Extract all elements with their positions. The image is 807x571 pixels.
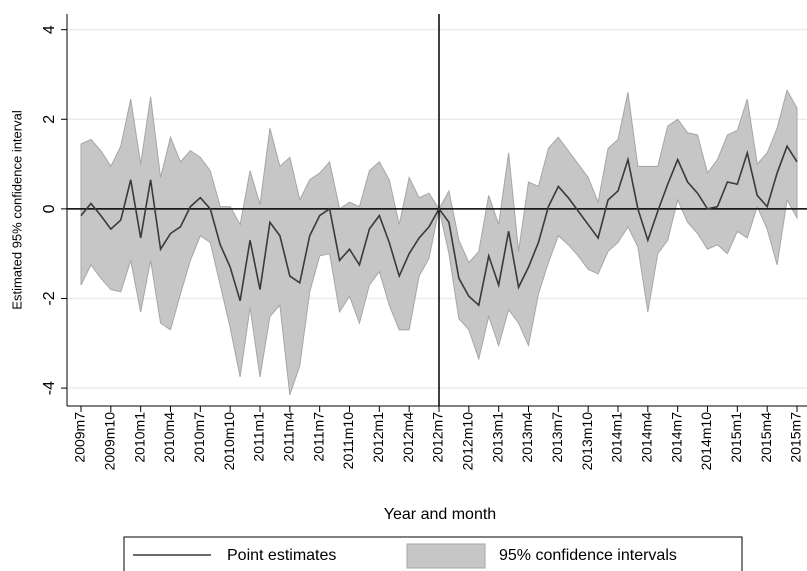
y-tick-label: -4 [41,381,58,395]
x-tick-label: 2012m1 [370,412,386,463]
x-tick-label: 2012m4 [400,412,416,463]
estimate-line [80,144,798,307]
x-tick-label: 2014m1 [609,412,625,463]
x-tick-label: 2013m1 [489,412,505,463]
x-tick-label: 2009m10 [102,412,118,471]
x-tick-label: 2012m10 [460,412,476,471]
x-tick-label: 2014m7 [668,412,684,463]
x-tick-label: 2015m7 [788,412,804,463]
x-tick-label: 2010m1 [131,412,147,463]
y-axis-title: Estimated 95% confidence interval [9,110,24,310]
legend-label: Point estimates [227,547,336,564]
x-tick-label: 2011m1 [251,412,267,462]
x-axis-title: Year and month [384,506,496,523]
x-tick-label: 2015m4 [758,412,774,463]
x-tick-label: 2011m7 [310,412,326,462]
x-tick-label: 2013m10 [579,412,595,471]
x-tick-label: 2011m4 [281,412,297,462]
y-tick-label: 0 [41,204,58,213]
x-tick-label: 2012m7 [430,412,446,463]
x-tick-label: 2015m1 [728,412,744,463]
legend-swatch [406,543,486,569]
x-tick-label: 2014m10 [698,412,714,471]
x-tick-label: 2010m4 [161,412,177,463]
confidence-band [80,88,798,395]
x-tick-label: 2011m10 [340,412,356,470]
legend-label: 95% confidence intervals [499,547,677,564]
x-tick-label: 2010m10 [221,412,237,471]
x-tick-label: 2009m7 [72,412,88,463]
y-tick-label: 4 [41,25,58,34]
x-tick-label: 2014m4 [639,412,655,463]
x-tick-label: 2010m7 [191,412,207,463]
x-tick-label: 2013m7 [549,412,565,463]
y-tick-label: -2 [41,291,58,305]
y-tick-label: 2 [41,115,58,124]
x-tick-label: 2013m4 [519,412,535,463]
